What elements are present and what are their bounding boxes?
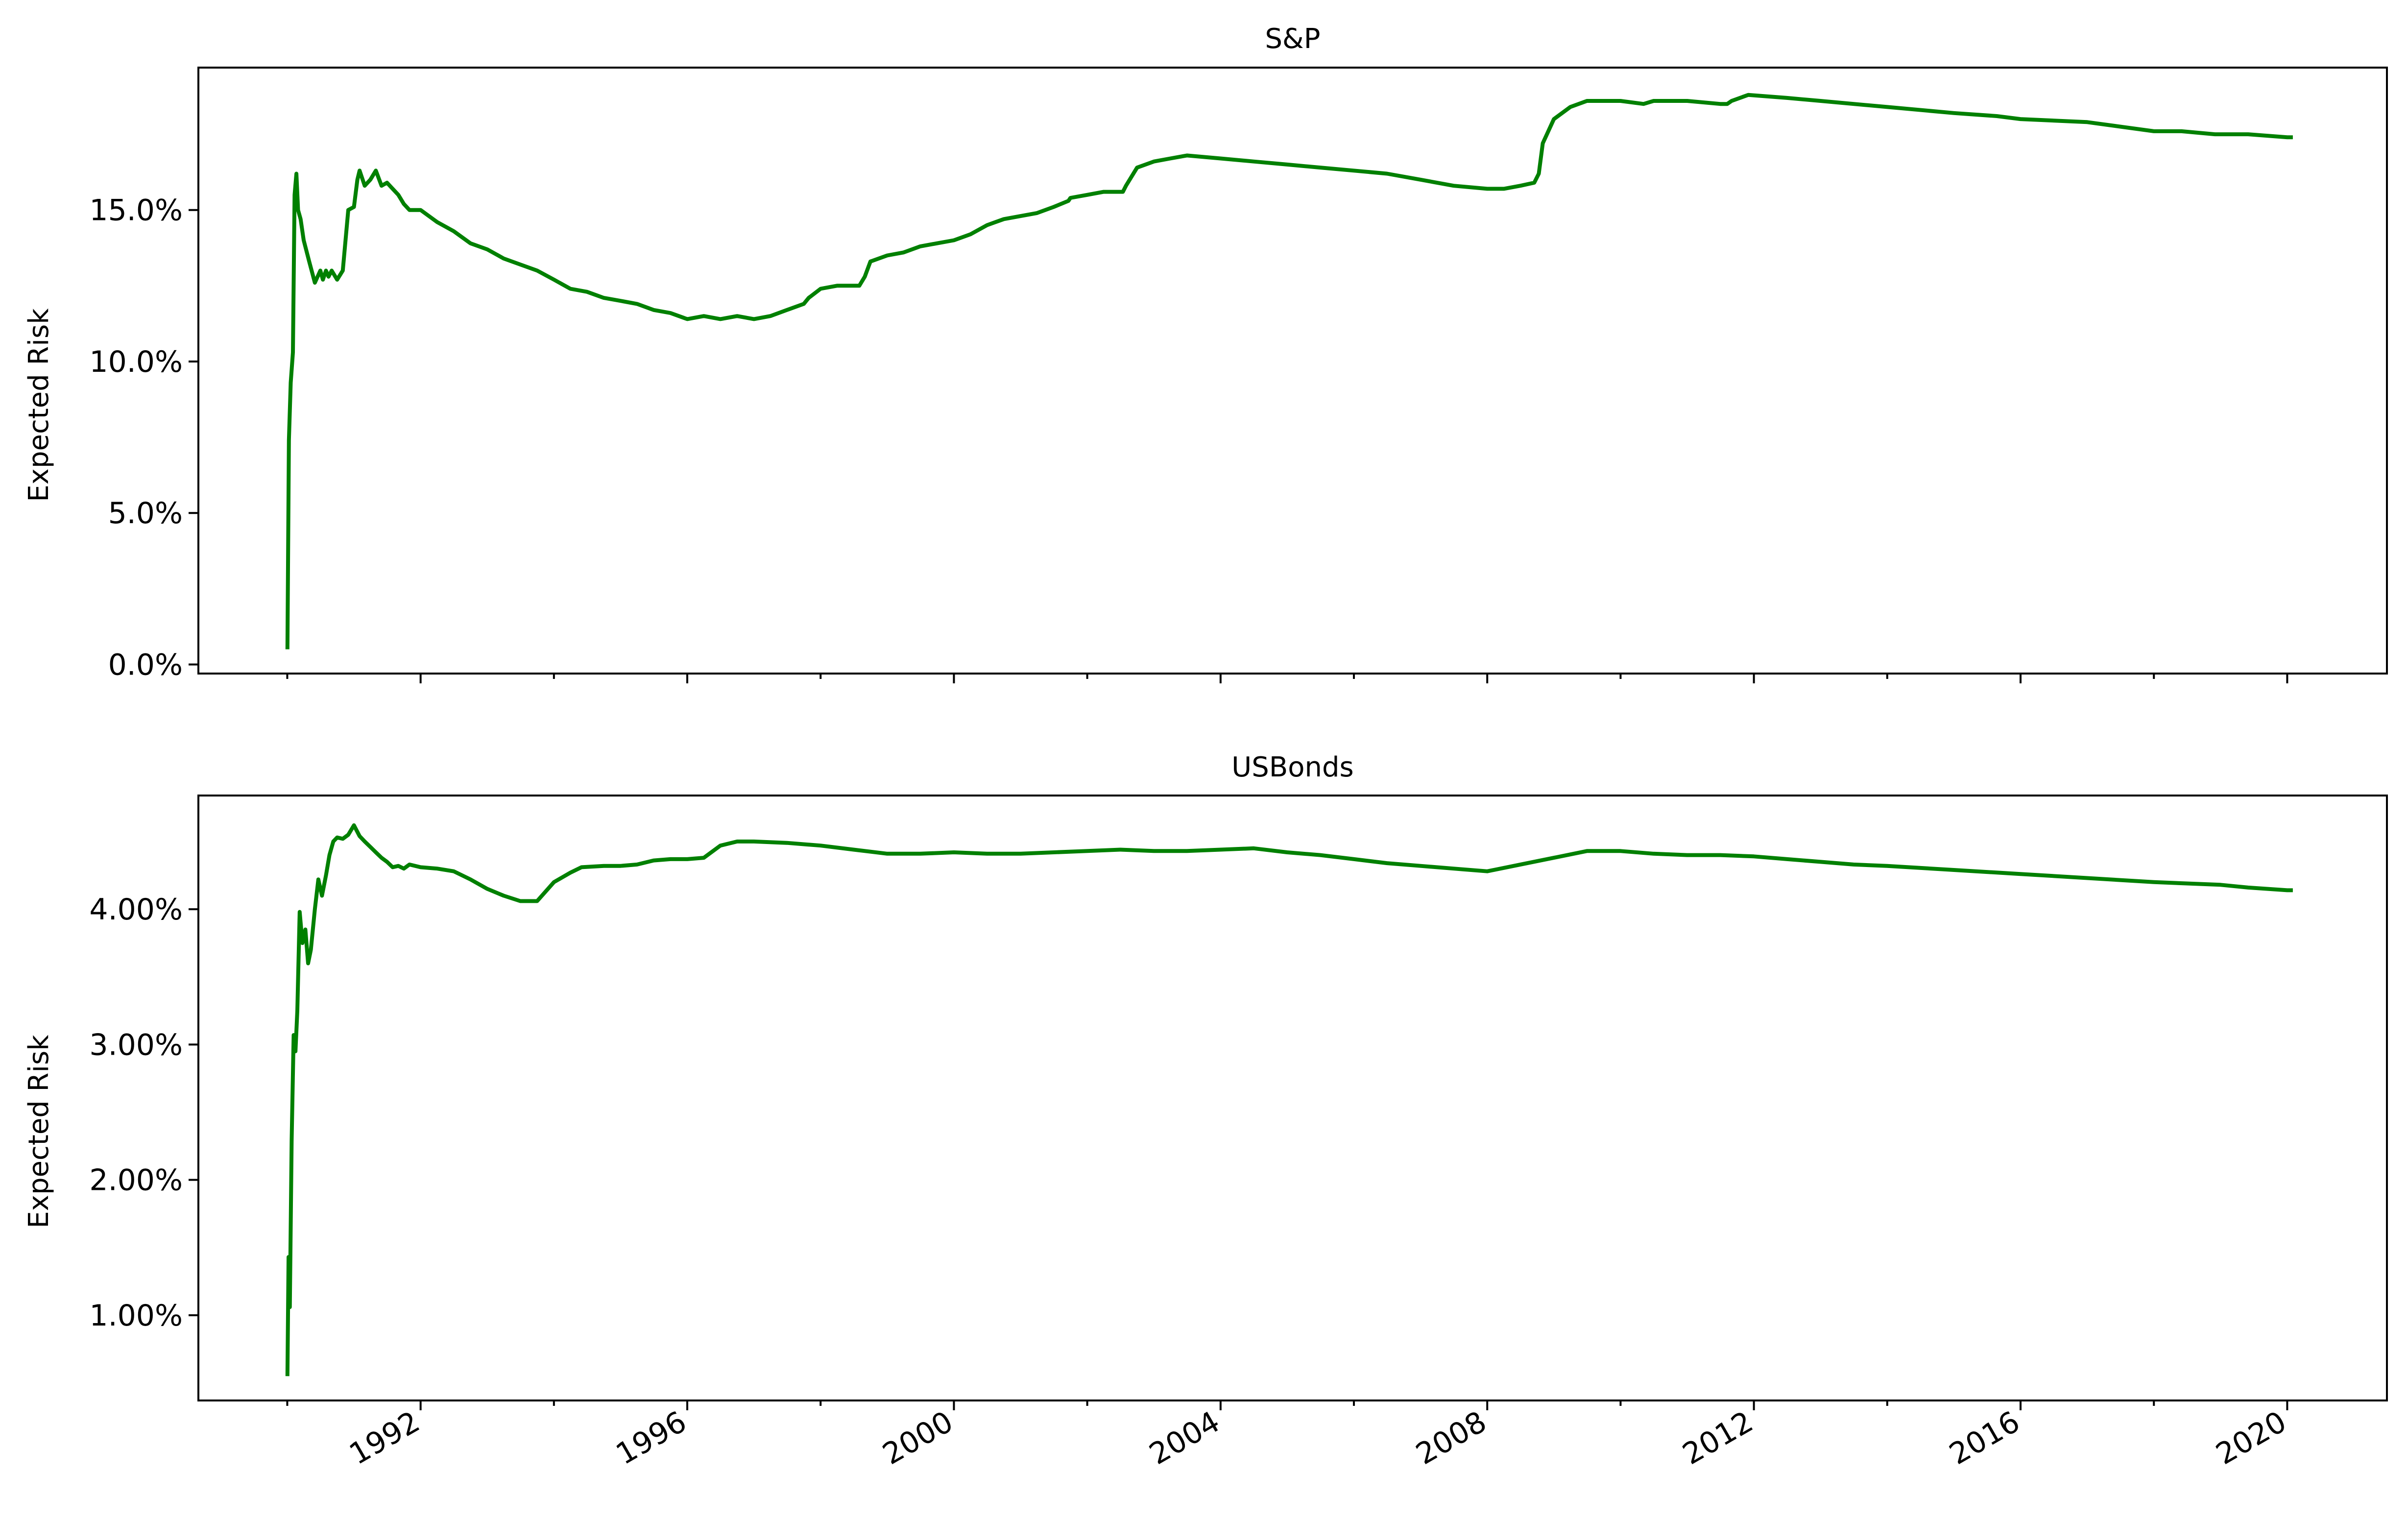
chart-panel-sp: S&P Expected Risk 0.0% 5.0% 10.0% 15.0% (23, 23, 2388, 683)
y-tick-label: 0.0% (108, 648, 183, 682)
chart-title: S&P (1265, 23, 1321, 55)
y-ticks: 0.0% 5.0% 10.0% 15.0% (89, 193, 198, 682)
y-tick-label: 10.0% (89, 345, 183, 379)
y-tick-label: 15.0% (89, 193, 183, 228)
y-tick-label: 5.0% (108, 496, 183, 531)
y-tick-label: 3.00% (89, 1028, 183, 1062)
y-tick-label: 2.00% (89, 1163, 183, 1198)
y-axis-label: Expected Risk (23, 308, 55, 502)
y-ticks: 1.00% 2.00% 3.00% 4.00% (89, 893, 198, 1333)
plot-frame (197, 67, 2388, 675)
y-tick-label: 4.00% (89, 893, 183, 927)
plot-frame (197, 795, 2388, 1401)
chart-title: USBonds (1231, 751, 1353, 783)
y-tick-label: 1.00% (89, 1299, 183, 1333)
series-line (285, 93, 2293, 650)
series-line (285, 823, 2293, 1376)
y-axis-label: Expected Risk (23, 1035, 55, 1229)
